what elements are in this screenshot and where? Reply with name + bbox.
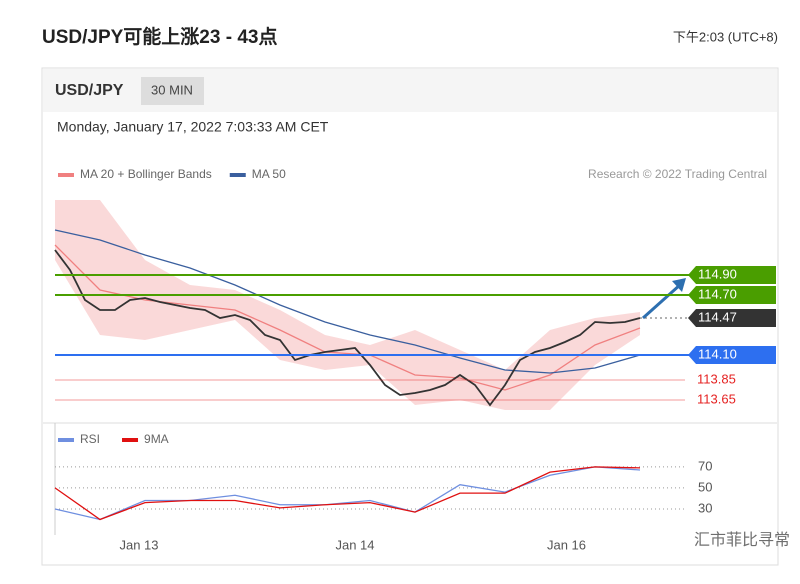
level-label: 114.90 (698, 266, 737, 281)
legend-label: MA 20 + Bollinger Bands (80, 167, 212, 181)
watermark: 汇市菲比寻常 (694, 531, 790, 549)
legend-swatch (229, 173, 246, 177)
level-label: 113.85 (697, 371, 736, 386)
level-label: 114.47 (698, 309, 737, 324)
indicator-line (54, 466, 641, 521)
level-label: 114.70 (698, 286, 737, 301)
title: USD/JPY可能上涨23 - 43点 (42, 25, 277, 48)
legend-swatch (122, 438, 139, 442)
interval-pill[interactable] (141, 77, 204, 105)
level-label: 114.10 (698, 346, 737, 361)
level-box (688, 346, 776, 364)
y-tick-label: 70 (698, 458, 712, 473)
credit: Research © 2022 Trading Central (588, 167, 767, 181)
legend-swatch (58, 438, 74, 442)
indicator-line (54, 466, 641, 521)
legend-label: MA 50 (252, 167, 286, 181)
legend-label: RSI (80, 432, 100, 446)
ma-line (54, 229, 641, 374)
level-label: 113.65 (697, 391, 736, 406)
y-tick-label: 30 (698, 500, 712, 515)
x-tick-label: Jan 14 (335, 537, 374, 552)
interval[interactable]: 30 MIN (151, 82, 193, 97)
panel (41, 67, 779, 566)
x-tick-label: Jan 13 (119, 537, 158, 552)
timestamp: Monday, January 17, 2022 7:03:33 AM CET (57, 119, 329, 135)
legend-label: 9MA (144, 432, 169, 446)
symbol: USD/JPY (55, 82, 124, 99)
level-box (688, 266, 776, 284)
legend-swatch (58, 173, 74, 177)
arrow (641, 282, 683, 320)
y-tick-label: 50 (698, 479, 712, 494)
arrow-head (672, 278, 686, 292)
price-line (54, 249, 641, 407)
x-tick-label: Jan 16 (547, 537, 586, 552)
level-box (688, 309, 776, 327)
time: 下午2:03 (UTC+8) (673, 29, 778, 44)
level-box (688, 286, 776, 304)
